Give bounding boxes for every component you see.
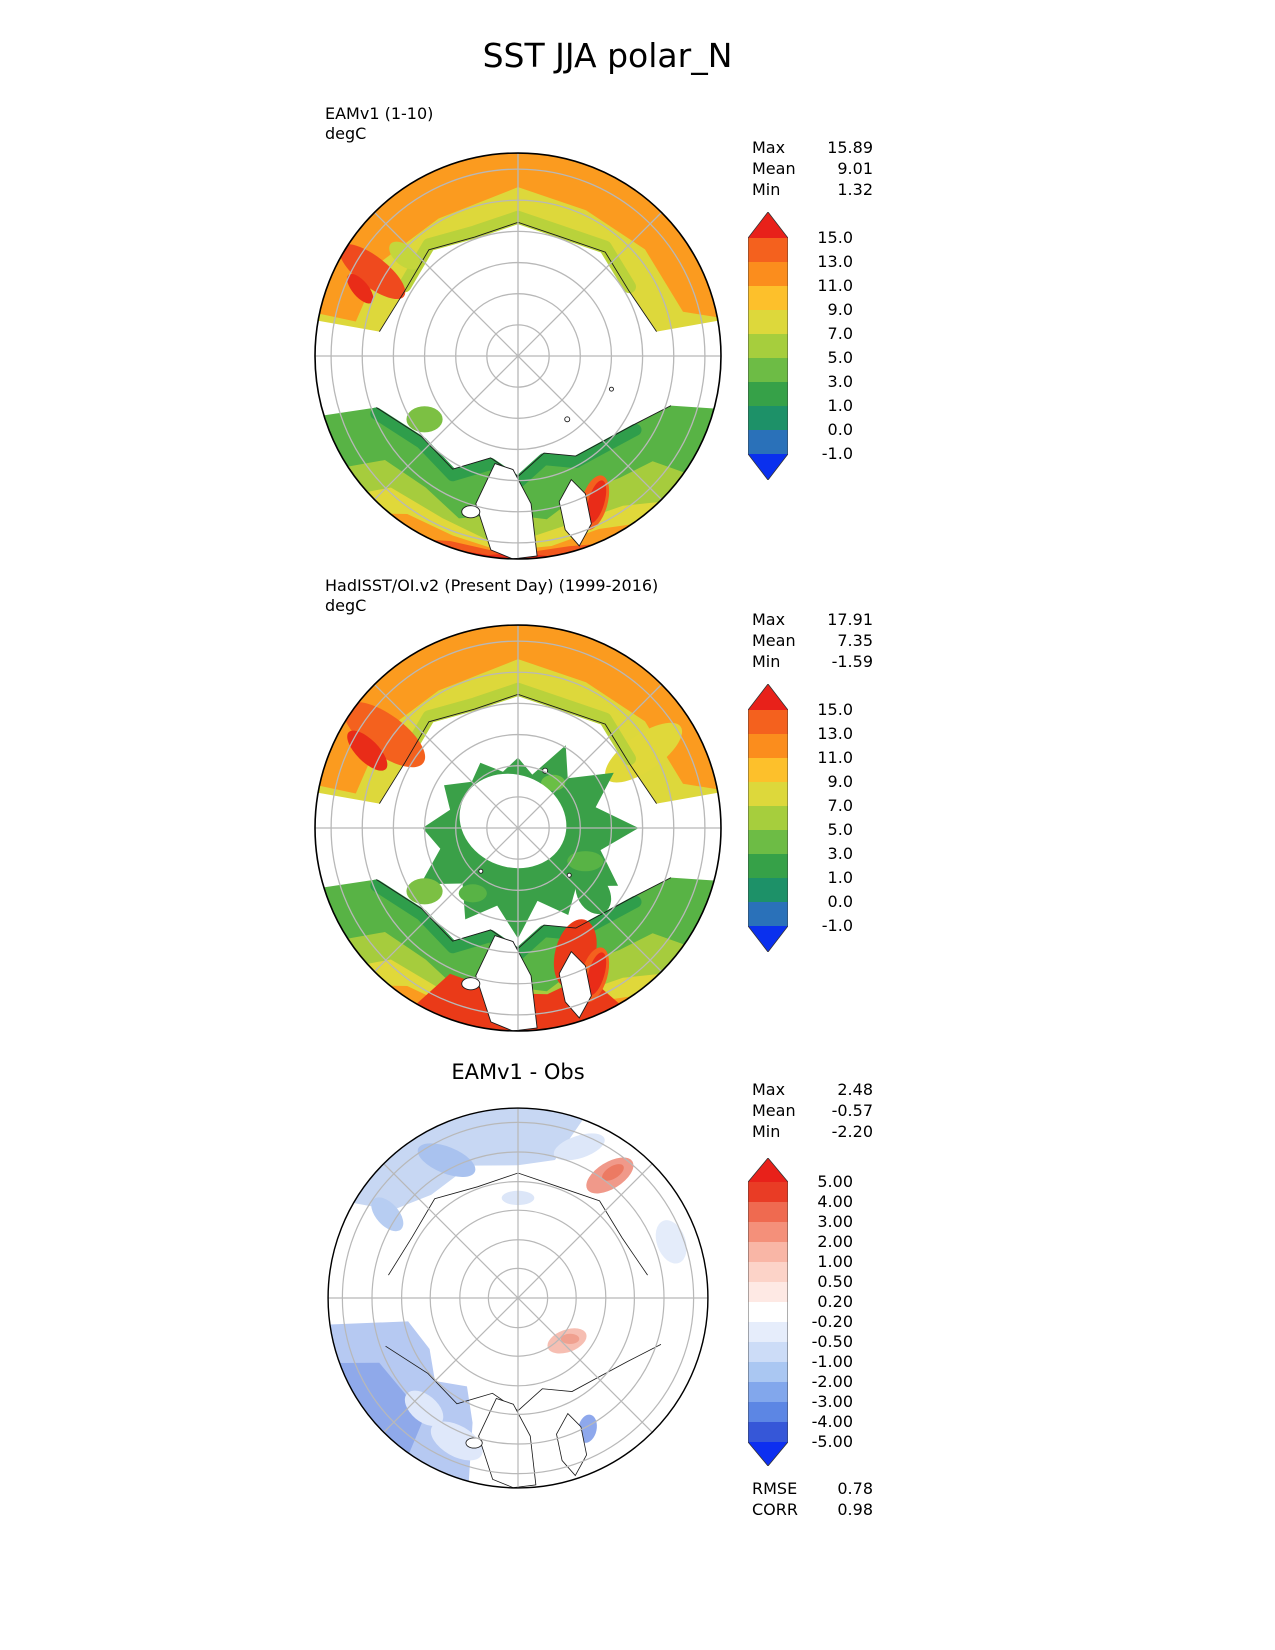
stat-value: 0.98 bbox=[837, 1500, 873, 1519]
colorbar-tick-label: -1.0 bbox=[821, 916, 853, 935]
colorbar-tick-label: 3.0 bbox=[827, 372, 853, 391]
colorbar-tick-label: 5.00 bbox=[817, 1172, 853, 1191]
colorbar-tick-label: 1.0 bbox=[827, 868, 853, 887]
stat-value: 17.91 bbox=[827, 610, 873, 629]
colorbar-tick-label: 3.0 bbox=[827, 844, 853, 863]
colorbar-svg bbox=[747, 683, 789, 953]
stat-label: Min bbox=[752, 652, 781, 671]
colorbar-tick-label: -0.20 bbox=[811, 1312, 853, 1331]
colorbar-tick-label: 15.0 bbox=[817, 228, 853, 247]
stat-label: Min bbox=[752, 1122, 781, 1141]
colorbar-tick-label: 15.0 bbox=[817, 700, 853, 719]
graticule bbox=[315, 625, 721, 1031]
graticule bbox=[328, 1108, 708, 1488]
panel2-stats: Max 17.91 Mean 7.35 Min -1.59 bbox=[752, 609, 873, 672]
stat-value: 0.78 bbox=[837, 1479, 873, 1498]
map-boundary bbox=[314, 624, 722, 1032]
stat-value: 15.89 bbox=[827, 138, 873, 157]
colorbar-tick-label: 2.00 bbox=[817, 1232, 853, 1251]
colorbar-tick-label: 1.00 bbox=[817, 1252, 853, 1271]
colorbar-tick-label: 9.0 bbox=[827, 772, 853, 791]
panel2-units: degC bbox=[325, 596, 367, 615]
colorbar-tick-label: -3.00 bbox=[811, 1392, 853, 1411]
colorbar-tick-label: -4.00 bbox=[811, 1412, 853, 1431]
stat-row: Min -1.59 bbox=[752, 651, 873, 672]
colorbar-tick-label: 7.0 bbox=[827, 796, 853, 815]
stat-row: Min 1.32 bbox=[752, 179, 873, 200]
coastlines-obs bbox=[376, 693, 672, 1031]
panel1-stats: Max 15.89 Mean 9.01 Min 1.32 bbox=[752, 137, 873, 200]
figure-title: SST JJA polar_N bbox=[482, 36, 733, 75]
map-boundary bbox=[314, 152, 722, 560]
colorbar-tick-label: 0.0 bbox=[827, 892, 853, 911]
colorbar-tick-label: 0.0 bbox=[827, 420, 853, 439]
stat-row: Max 15.89 bbox=[752, 137, 873, 158]
stat-row: Mean 7.35 bbox=[752, 630, 873, 651]
stat-value: -0.57 bbox=[831, 1101, 873, 1120]
stat-row: Max 17.91 bbox=[752, 609, 873, 630]
stat-label: CORR bbox=[752, 1500, 798, 1519]
panel2-colorbar: 15.0 13.0 11.0 9.0 7.0 5.0 3.0 1.0 0.0 -1.0 bbox=[747, 683, 858, 956]
stat-label: Min bbox=[752, 180, 781, 199]
stat-row: Mean 9.01 bbox=[752, 158, 873, 179]
panel2-label: HadISST/OI.v2 (Present Day) (1999-2016) bbox=[325, 576, 659, 595]
stat-value: 1.32 bbox=[837, 180, 873, 199]
colorbar-tick-label: 0.50 bbox=[817, 1272, 853, 1291]
graticule bbox=[315, 153, 721, 559]
map-diff bbox=[327, 1107, 709, 1489]
stat-value: 2.48 bbox=[837, 1080, 873, 1099]
panel1-label: EAMv1 (1-10) bbox=[325, 104, 434, 123]
stat-label: Max bbox=[752, 1080, 786, 1099]
map-model bbox=[314, 152, 722, 560]
panel1-colorbar: 15.0 13.0 11.0 9.0 7.0 5.0 3.0 1.0 0.0 -1.0 bbox=[747, 211, 858, 484]
colorbar-tick-label: -1.00 bbox=[811, 1352, 853, 1371]
stat-label: Mean bbox=[752, 1101, 796, 1120]
colorbar-tick-label: 5.0 bbox=[827, 348, 853, 367]
colorbar-tick-label: -2.00 bbox=[811, 1372, 853, 1391]
stat-value: -1.59 bbox=[831, 652, 873, 671]
colorbar-tick-label: 9.0 bbox=[827, 300, 853, 319]
stat-row: CORR 0.98 bbox=[752, 1499, 873, 1520]
stat-row: Max 2.48 bbox=[752, 1079, 873, 1100]
colorbar-svg bbox=[747, 1157, 789, 1467]
colorbar-tick-label: 1.0 bbox=[827, 396, 853, 415]
coastlines-diff bbox=[385, 1172, 662, 1488]
panel3-label: EAMv1 - Obs bbox=[451, 1060, 585, 1084]
stat-row: RMSE 0.78 bbox=[752, 1478, 873, 1499]
map-obs bbox=[314, 624, 722, 1032]
colorbar-tick-label: -5.00 bbox=[811, 1432, 853, 1451]
colorbar-tick-label: 11.0 bbox=[817, 276, 853, 295]
sst-diff-field bbox=[329, 1108, 687, 1482]
panel3-colorbar: 5.00 4.00 3.00 2.00 1.00 0.50 0.20 -0.20 -0.50 -1… bbox=[747, 1157, 858, 1470]
panel3-extra-stats: RMSE 0.78 CORR 0.98 bbox=[752, 1478, 873, 1520]
stat-label: RMSE bbox=[752, 1479, 798, 1498]
colorbar-tick-label: 7.0 bbox=[827, 324, 853, 343]
panel1-units: degC bbox=[325, 124, 367, 143]
map-boundary bbox=[327, 1107, 709, 1489]
colorbar-tick-label: -1.0 bbox=[821, 444, 853, 463]
stat-value: -2.20 bbox=[831, 1122, 873, 1141]
colorbar-svg bbox=[747, 211, 789, 481]
colorbar-tick-label: 5.0 bbox=[827, 820, 853, 839]
colorbar-tick-label: 11.0 bbox=[817, 748, 853, 767]
stat-label: Mean bbox=[752, 631, 796, 650]
panel3-stats: Max 2.48 Mean -0.57 Min -2.20 bbox=[752, 1079, 873, 1142]
stat-value: 7.35 bbox=[837, 631, 873, 650]
stat-label: Max bbox=[752, 138, 786, 157]
stat-row: Mean -0.57 bbox=[752, 1100, 873, 1121]
colorbar-tick-label: 13.0 bbox=[817, 252, 853, 271]
colorbar-tick-label: -0.50 bbox=[811, 1332, 853, 1351]
stat-row: Min -2.20 bbox=[752, 1121, 873, 1142]
colorbar-tick-label: 0.20 bbox=[817, 1292, 853, 1311]
stat-value: 9.01 bbox=[837, 159, 873, 178]
colorbar-tick-label: 13.0 bbox=[817, 724, 853, 743]
colorbar-tick-label: 3.00 bbox=[817, 1212, 853, 1231]
stat-label: Max bbox=[752, 610, 786, 629]
colorbar-tick-label: 4.00 bbox=[817, 1192, 853, 1211]
stat-label: Mean bbox=[752, 159, 796, 178]
